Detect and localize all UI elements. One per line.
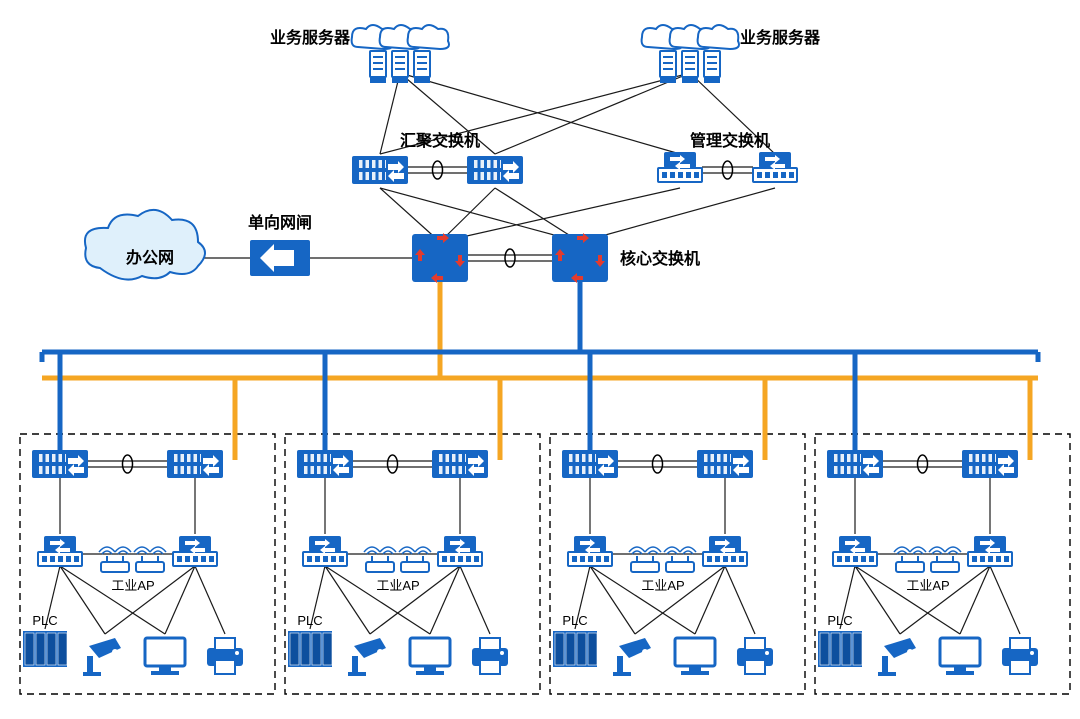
aggregation-switch-icon — [697, 450, 753, 478]
ap-label: 工业AP — [111, 578, 154, 593]
printer-icon — [472, 638, 508, 674]
ap-icon — [134, 547, 166, 572]
ap-icon — [629, 547, 661, 572]
ap-icon — [929, 547, 961, 572]
camera-icon — [613, 638, 651, 676]
plc-label: PLC — [297, 613, 322, 628]
aggregation-switch-icon — [352, 156, 408, 184]
management-switch-icon — [173, 536, 217, 566]
gateway-icon — [250, 240, 310, 276]
layer-text: 工业AP PLC 工业AP PLC 工业AP PLC 工业AP PLC 业务服务器 业务服务器汇聚… — [32, 28, 949, 628]
ap-label: 工业AP — [376, 578, 419, 593]
printer-icon — [737, 638, 773, 674]
plc-icon — [818, 631, 862, 667]
ap-icon — [364, 547, 396, 572]
aggregation-switch-icon — [962, 450, 1018, 478]
ap-icon — [664, 547, 696, 572]
ap-label: 工业AP — [641, 578, 684, 593]
management-switch-icon — [833, 536, 877, 566]
plc-icon — [288, 631, 332, 667]
plc-label: PLC — [827, 613, 852, 628]
camera-icon — [83, 638, 121, 676]
plc-icon — [23, 631, 67, 667]
printer-icon — [1002, 638, 1038, 674]
server_r-label: 业务服务器 — [740, 28, 821, 47]
plc-label: PLC — [32, 613, 57, 628]
ap-icon — [99, 547, 131, 572]
aggregation-switch-icon — [562, 450, 618, 478]
aggregation-switch-icon — [827, 450, 883, 478]
printer-icon — [207, 638, 243, 674]
office-label: 办公网 — [126, 248, 174, 267]
core-switch-icon — [552, 233, 608, 283]
core-switch-icon — [412, 233, 468, 283]
management-switch-icon — [568, 536, 612, 566]
server-cluster-icon — [352, 25, 449, 83]
management-switch-icon — [968, 536, 1012, 566]
server-cluster-icon — [642, 25, 739, 83]
aggregation-switch-icon — [32, 450, 88, 478]
monitor-icon — [145, 638, 185, 675]
plc-label: PLC — [562, 613, 587, 628]
management-switch-icon — [38, 536, 82, 566]
aggregation-switch-icon — [467, 156, 523, 184]
aggregation-switch-icon — [167, 450, 223, 478]
aggregation-switch-icon — [297, 450, 353, 478]
cloud-icon — [85, 210, 205, 280]
ap-label: 工业AP — [906, 578, 949, 593]
ap-icon — [399, 547, 431, 572]
management-switch-icon — [703, 536, 747, 566]
management-switch-icon — [303, 536, 347, 566]
management-switch-icon — [753, 152, 797, 182]
ap-icon — [894, 547, 926, 572]
server_l-label: 业务服务器 — [270, 28, 351, 47]
management-switch-icon — [658, 152, 702, 182]
gate-label: 单向网闸 — [248, 213, 312, 232]
mgmt-label: 管理交换机 — [690, 131, 770, 150]
aggregation-switch-icon — [432, 450, 488, 478]
camera-icon — [348, 638, 386, 676]
monitor-icon — [410, 638, 450, 675]
management-switch-icon — [438, 536, 482, 566]
agg-label: 汇聚交换机 — [400, 131, 480, 150]
plc-icon — [553, 631, 597, 667]
core-label: 核心交换机 — [620, 249, 700, 268]
monitor-icon — [675, 638, 715, 675]
monitor-icon — [940, 638, 980, 675]
camera-icon — [878, 638, 916, 676]
